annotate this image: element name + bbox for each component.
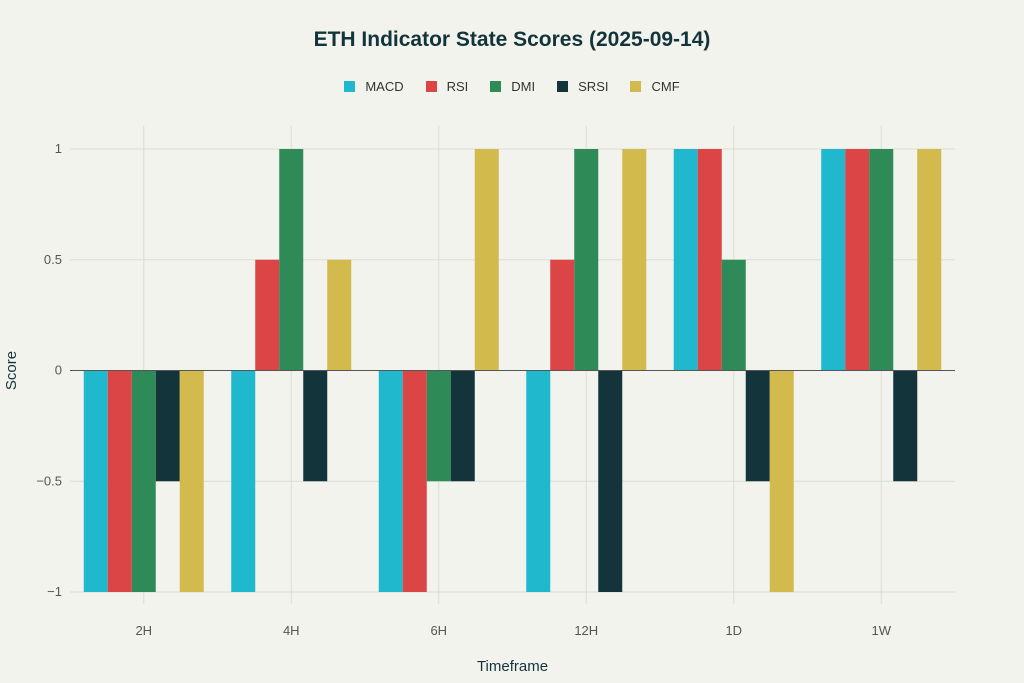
bar-macd-6h <box>378 370 403 592</box>
bar-macd-4h <box>231 370 256 592</box>
x-tick-label: 1D <box>725 623 742 638</box>
x-tick-label: 4H <box>283 623 300 638</box>
chart-title: ETH Indicator State Scores (2025-09-14) <box>313 28 711 51</box>
legend-label: CMF <box>651 79 680 94</box>
bar-dmi-2h <box>131 370 156 592</box>
bar-macd-1d <box>673 149 698 371</box>
y-tick-label: −1 <box>47 584 62 599</box>
legend-label: DMI <box>511 79 536 94</box>
legend-item-rsi[interactable]: RSI <box>425 79 469 94</box>
bar-cmf-6h <box>474 149 499 371</box>
legend-item-cmf[interactable]: CMF <box>630 79 680 94</box>
bar-dmi-12h <box>574 149 599 371</box>
legend-swatch <box>344 81 356 92</box>
y-axis-label: Score <box>3 351 20 390</box>
x-axis-label: Timeframe <box>477 658 548 675</box>
y-tick-label: 0.5 <box>44 252 62 267</box>
bar-cmf-1w <box>917 149 942 371</box>
legend-item-dmi[interactable]: DMI <box>490 79 535 94</box>
x-tick-label: 12H <box>574 623 598 638</box>
legend-swatch <box>425 81 437 92</box>
legend-swatch <box>630 81 642 92</box>
legend-label: RSI <box>446 79 469 94</box>
legend-item-srsi[interactable]: SRSI <box>557 79 608 94</box>
bar-cmf-4h <box>327 259 352 371</box>
bar-dmi-4h <box>279 149 304 371</box>
legend-label: MACD <box>365 79 404 94</box>
x-tick-label: 6H <box>430 623 447 638</box>
bar-macd-1w <box>821 149 846 371</box>
legend-label: SRSI <box>578 79 609 94</box>
legend: MACD RSI DMI SRSI CMF <box>0 79 1024 94</box>
y-tick-label: 0 <box>55 363 62 378</box>
bar-srsi-2h <box>155 370 180 482</box>
bar-srsi-1w <box>893 370 918 482</box>
legend-swatch <box>490 81 502 92</box>
legend-item-macd[interactable]: MACD <box>344 79 404 94</box>
x-tick-label: 2H <box>135 623 152 638</box>
bar-dmi-1d <box>721 259 746 371</box>
bar-srsi-12h <box>598 370 623 592</box>
bar-rsi-6h <box>402 370 427 592</box>
bar-rsi-1d <box>697 149 722 371</box>
bar-srsi-4h <box>303 370 328 482</box>
bar-macd-2h <box>83 370 108 592</box>
bar-srsi-1d <box>745 370 770 482</box>
y-tick-label: −0.5 <box>36 473 62 488</box>
bar-cmf-1d <box>769 370 794 592</box>
bar-macd-12h <box>526 370 551 592</box>
bar-srsi-6h <box>450 370 475 482</box>
bar-rsi-12h <box>550 259 575 371</box>
bar-rsi-2h <box>107 370 132 592</box>
bar-dmi-1w <box>869 149 894 371</box>
bar-cmf-12h <box>622 149 647 371</box>
bar-rsi-1w <box>845 149 870 371</box>
bar-rsi-4h <box>255 259 280 371</box>
y-tick-label: 1 <box>55 141 62 156</box>
x-tick-label: 1W <box>872 623 892 638</box>
legend-swatch <box>557 81 569 92</box>
bar-cmf-2h <box>179 370 204 592</box>
bar-dmi-6h <box>426 370 451 482</box>
